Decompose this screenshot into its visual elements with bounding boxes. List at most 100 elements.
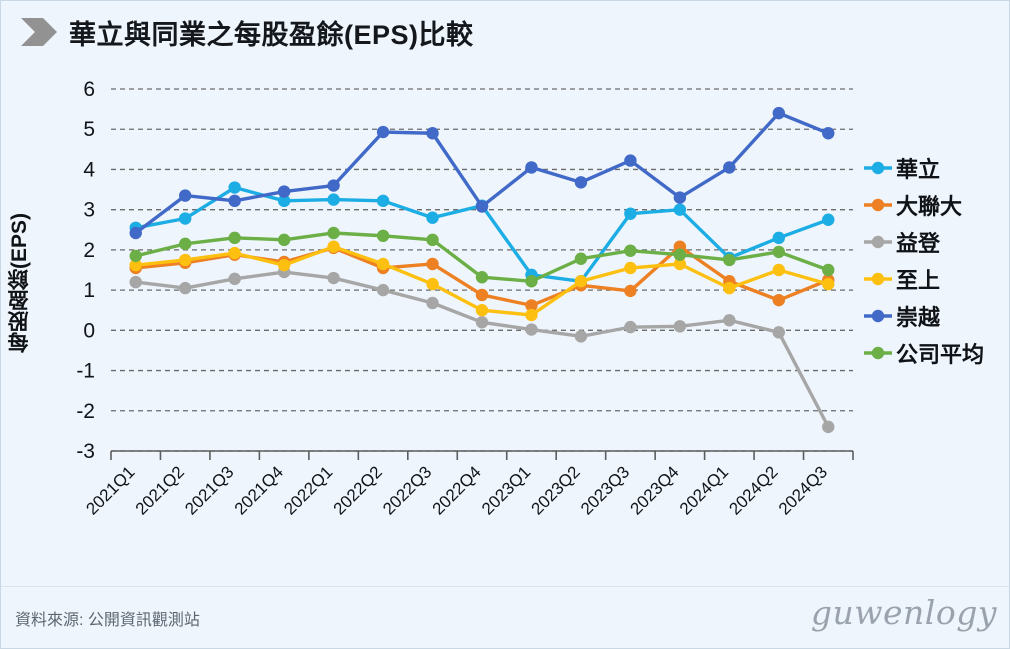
x-tick-label: 2024Q1 [676, 462, 732, 518]
data-point [376, 257, 390, 271]
legend-marker-icon [863, 197, 893, 213]
data-point [772, 245, 785, 259]
y-tick-label: 3 [83, 199, 95, 222]
data-point [822, 420, 835, 434]
data-point [376, 125, 390, 139]
data-point [822, 263, 835, 277]
x-tick-label: 2021Q3 [181, 462, 237, 518]
double-chevron-right-icon [21, 18, 57, 46]
legend-item-至上[interactable]: 至上 [863, 260, 1009, 297]
legend-item-label: 益登 [896, 230, 941, 256]
data-point [376, 283, 390, 297]
data-point [624, 154, 637, 167]
data-point [673, 203, 687, 216]
y-tick-label: -2 [76, 400, 95, 423]
x-tick-label: 2024Q2 [725, 462, 781, 518]
legend-marker-icon [863, 271, 893, 287]
legend-item-益登[interactable]: 益登 [863, 223, 1009, 260]
data-point [277, 185, 291, 198]
chart-container: 每股盈餘(EPS) 6 5 4 3 2 1 0 -1 -2 -3 2021Q1 2021Q2 2021… [1, 63, 1009, 588]
x-tick-label: 2024Q3 [775, 462, 831, 518]
x-axis [110, 450, 854, 460]
data-point [772, 293, 785, 307]
data-point [822, 213, 835, 226]
y-tick-label: -3 [76, 440, 95, 463]
x-tick-label: 2023Q3 [577, 462, 633, 518]
y-tick-label: 0 [83, 319, 95, 342]
data-point [426, 211, 439, 224]
data-point [327, 226, 340, 240]
data-point [673, 320, 687, 333]
data-point [525, 161, 538, 174]
data-point [327, 271, 340, 285]
data-point [723, 314, 736, 327]
data-point [376, 229, 390, 243]
series-公司平均 [129, 226, 835, 288]
data-point [822, 277, 835, 291]
x-tick-label: 2022Q4 [429, 462, 485, 518]
legend-item-大聯大[interactable]: 大聯大 [863, 186, 1009, 223]
data-point [673, 257, 687, 271]
data-point [426, 233, 439, 247]
data-point [426, 296, 439, 310]
data-point [228, 231, 241, 245]
data-point [179, 212, 192, 225]
watermark-logo: guwenlogy [810, 593, 997, 632]
legend-item-華立[interactable]: 華立 [863, 149, 1009, 186]
data-point [475, 271, 489, 284]
y-axis-tick-labels: 6 5 4 3 2 1 0 -1 -2 -3 [76, 78, 95, 463]
legend-marker-icon [863, 345, 893, 361]
legend-item-label: 崇越 [896, 304, 941, 330]
x-axis-tick-labels: 2021Q12021Q22021Q32021Q42022Q12022Q22022… [82, 462, 831, 518]
series-崇越 [129, 106, 835, 240]
series-益登 [129, 265, 835, 434]
data-point [179, 189, 192, 202]
y-tick-label: 2 [83, 239, 95, 262]
data-point [624, 320, 637, 334]
legend-item-崇越[interactable]: 崇越 [863, 297, 1009, 334]
x-tick-label: 2022Q3 [379, 462, 435, 518]
legend-marker-icon [863, 308, 893, 324]
legend-item-label: 至上 [896, 267, 941, 293]
data-point [574, 330, 588, 343]
data-point [525, 275, 538, 288]
data-point [673, 248, 687, 261]
y-tick-label: 4 [83, 158, 95, 181]
legend-item-label: 大聯大 [896, 193, 963, 219]
legend-item-公司平均[interactable]: 公司平均 [863, 334, 1009, 371]
data-point [772, 263, 785, 277]
data-point [426, 277, 439, 291]
legend-marker-icon [863, 160, 893, 176]
data-point [723, 253, 736, 267]
data-point [772, 231, 785, 245]
data-point [624, 284, 637, 298]
data-point [525, 299, 538, 312]
data-point [129, 249, 142, 263]
data-point [624, 207, 637, 220]
data-point [129, 275, 142, 289]
data-point [772, 106, 785, 120]
data-point [475, 316, 489, 329]
source-note: 資料來源: 公開資訊觀測站 [15, 612, 200, 629]
y-tick-label: 6 [83, 78, 95, 101]
data-point [277, 258, 291, 272]
data-point [624, 244, 637, 257]
data-point [277, 194, 291, 208]
x-tick-label: 2023Q1 [478, 462, 534, 518]
data-point [426, 257, 439, 271]
data-point [129, 258, 142, 272]
data-point [525, 323, 538, 336]
y-tick-label: 1 [83, 279, 95, 302]
data-series-group [129, 106, 835, 434]
data-point [228, 246, 241, 260]
data-point [228, 194, 241, 208]
y-tick-label: -1 [76, 360, 95, 383]
legend-marker-icon [863, 234, 893, 250]
data-point [327, 193, 340, 206]
data-point [723, 161, 736, 174]
data-point [179, 281, 192, 295]
data-point [475, 200, 489, 213]
data-point [673, 191, 687, 204]
data-point [525, 308, 538, 322]
